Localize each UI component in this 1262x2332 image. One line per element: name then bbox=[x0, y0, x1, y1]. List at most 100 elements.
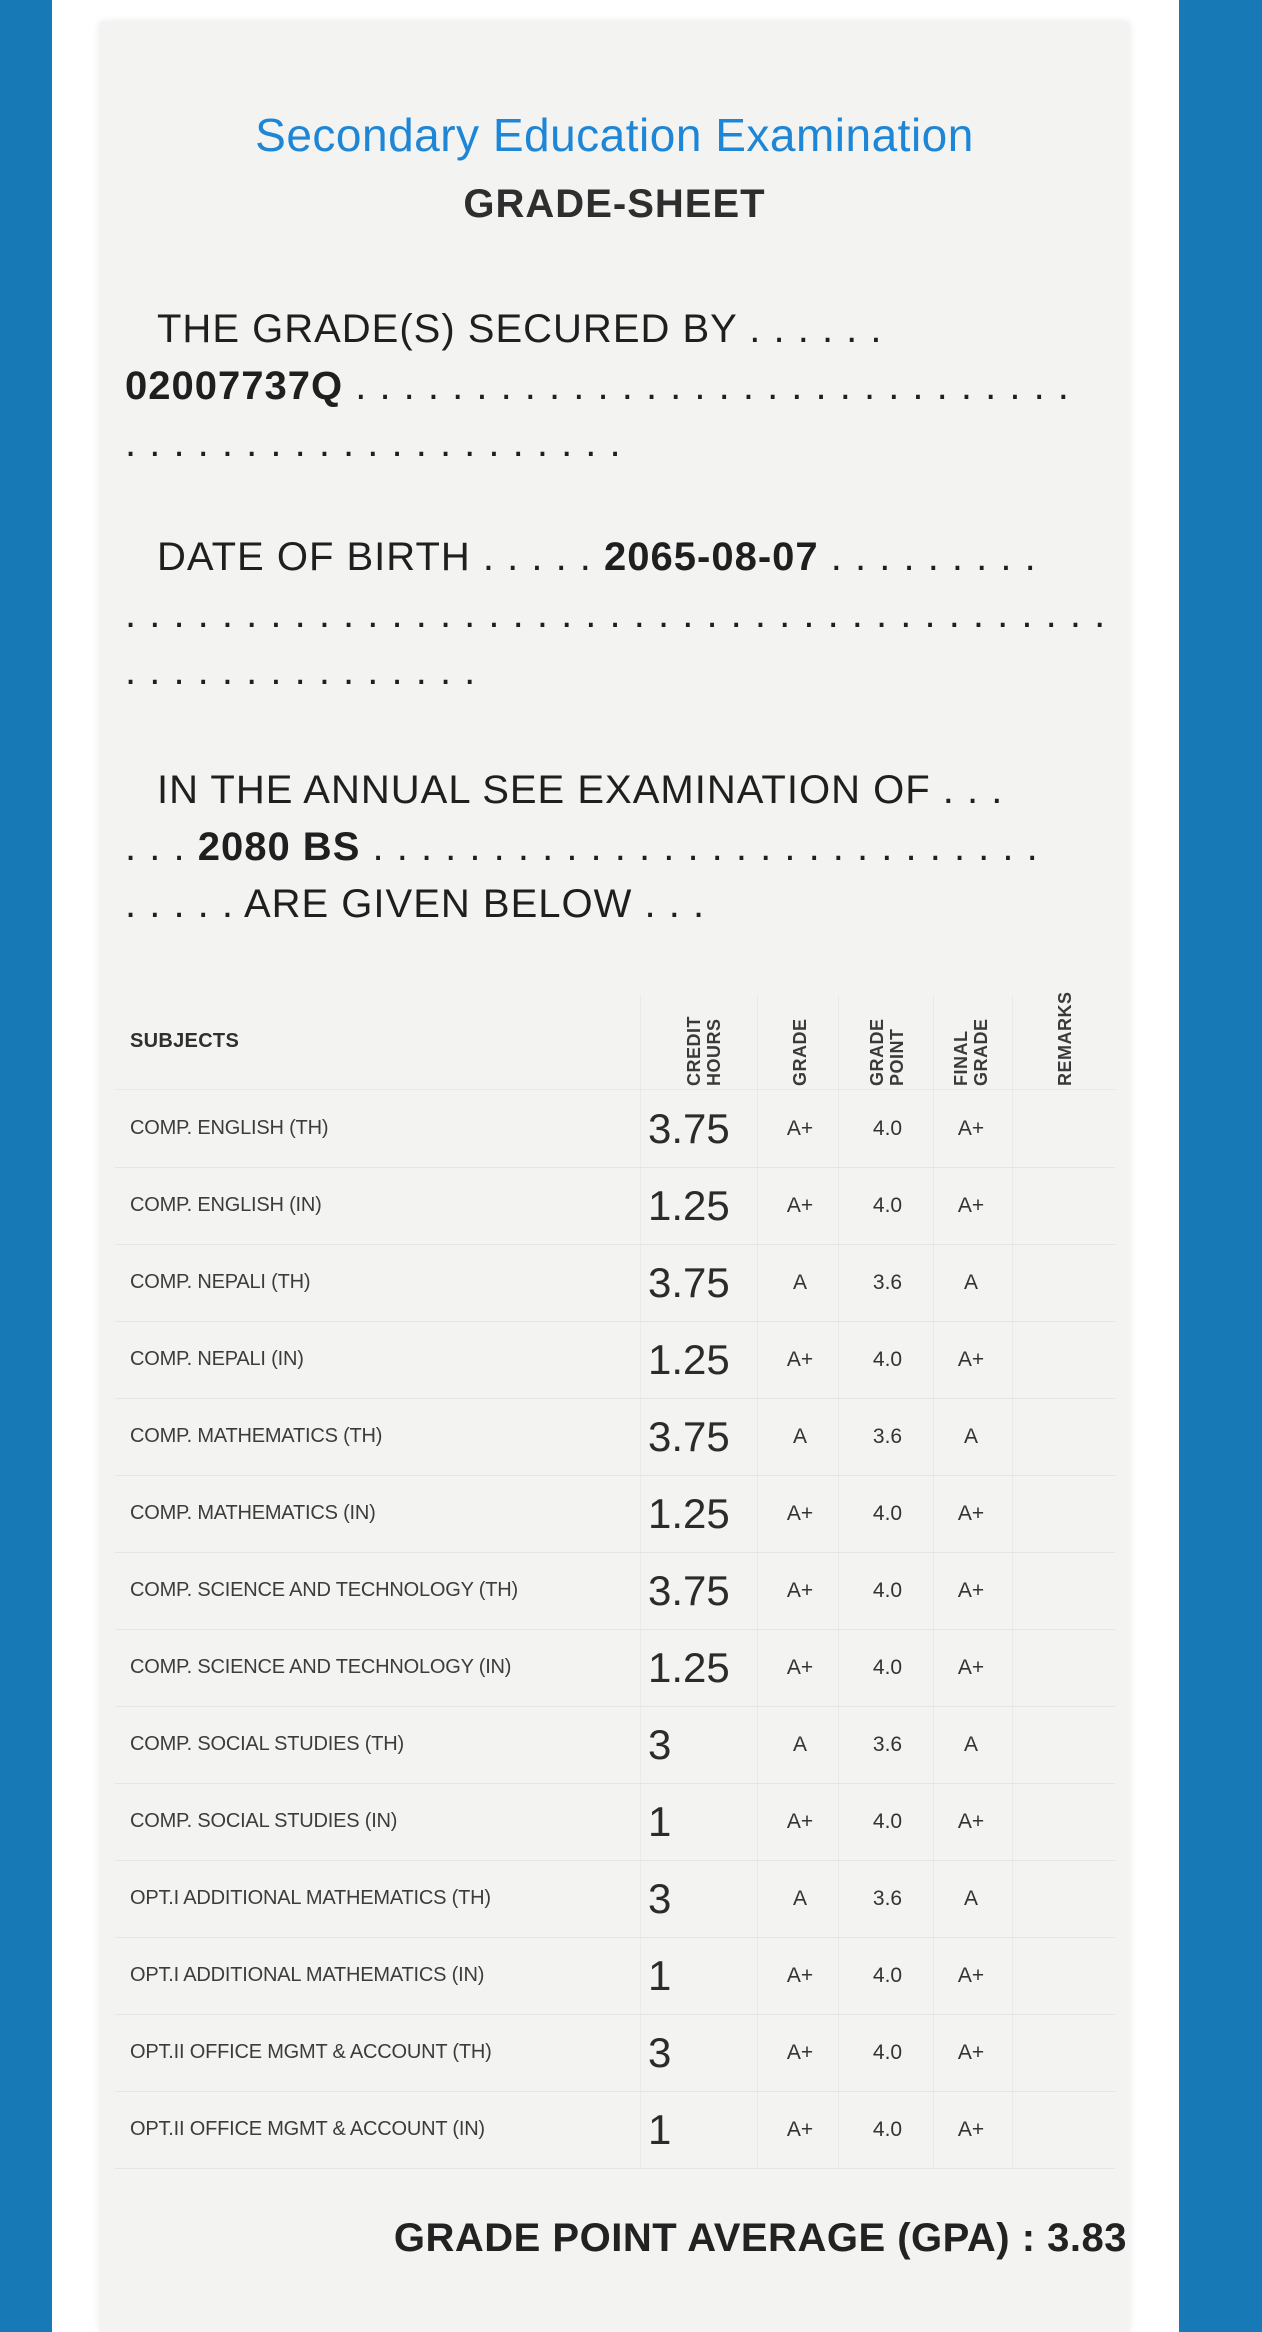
final-grade-cell: A+ bbox=[957, 1810, 985, 1833]
table-row: COMP. SCIENCE AND TECHNOLOGY (IN) 1.25 A… bbox=[115, 1629, 1115, 1707]
grade-point-cell: 4.0 bbox=[872, 1117, 903, 1140]
table-row: OPT.II OFFICE MGMT & ACCOUNT (IN) 1 A+ 4… bbox=[115, 2091, 1115, 2169]
gpa-summary: GRADE POINT AVERAGE (GPA) : 3.83 bbox=[393, 2216, 1127, 2260]
grade-cell: A+ bbox=[786, 2118, 814, 2141]
remarks-cell bbox=[1012, 1475, 1115, 1552]
final-grade-cell: A+ bbox=[957, 1194, 985, 1217]
remarks-cell bbox=[1012, 1167, 1115, 1244]
grade-point-cell: 4.0 bbox=[872, 2041, 903, 2064]
dotted-fill: . . . . . . bbox=[749, 307, 883, 351]
credit-hours-cell: 3 bbox=[648, 1721, 672, 1768]
grade-cell: A+ bbox=[786, 1117, 814, 1140]
given-below-text: ARE GIVEN BELOW bbox=[243, 882, 633, 926]
subject-cell: COMP. SCIENCE AND TECHNOLOGY (IN) bbox=[130, 1656, 512, 1678]
final-grade-cell: A bbox=[963, 1887, 978, 1910]
page-subtitle: GRADE-SHEET bbox=[463, 182, 766, 226]
remarks-cell bbox=[1012, 1783, 1115, 1860]
subject-cell: COMP. ENGLISH (TH) bbox=[130, 1117, 329, 1139]
final-grade-cell: A+ bbox=[957, 1348, 985, 1371]
remarks-cell bbox=[1012, 1398, 1115, 1475]
grade-point-cell: 4.0 bbox=[872, 1502, 903, 1525]
credit-hours-cell: 1 bbox=[648, 1952, 672, 1999]
final-grade-cell: A+ bbox=[957, 1579, 985, 1602]
credit-hours-cell: 1 bbox=[648, 2106, 672, 2153]
subject-cell: OPT.I ADDITIONAL MATHEMATICS (IN) bbox=[130, 1964, 485, 1986]
grade-cell: A+ bbox=[786, 1502, 814, 1525]
table-row: COMP. MATHEMATICS (IN) 1.25 A+ 4.0 A+ bbox=[115, 1475, 1115, 1553]
page-title: Secondary Education Examination bbox=[255, 109, 974, 161]
credit-hours-cell: 3.75 bbox=[648, 1259, 730, 1306]
final-grade-cell: A+ bbox=[957, 1964, 985, 1987]
grade-point-cell: 4.0 bbox=[872, 1964, 903, 1987]
table-row: COMP. MATHEMATICS (TH) 3.75 A 3.6 A bbox=[115, 1398, 1115, 1476]
table-header-divider bbox=[115, 1089, 1115, 1090]
remarks-cell bbox=[1012, 1244, 1115, 1321]
grade-point-cell: 3.6 bbox=[872, 1271, 903, 1294]
dotted-line: . . . . . . . . . . . . . . . bbox=[125, 647, 1115, 695]
grade-cell: A bbox=[792, 1271, 807, 1294]
dotted-fill: . . . . . bbox=[482, 535, 592, 579]
credit-hours-cell: 1.25 bbox=[648, 1182, 730, 1229]
subject-cell: OPT.I ADDITIONAL MATHEMATICS (TH) bbox=[130, 1887, 491, 1909]
final-grade-cell: A+ bbox=[957, 1117, 985, 1140]
dotted-line: . . . . . . . . . . . . . . . . . . . . … bbox=[125, 419, 1115, 467]
dotted-fill: . . . . . bbox=[125, 882, 235, 926]
table-row: COMP. NEPALI (TH) 3.75 A 3.6 A bbox=[115, 1244, 1115, 1322]
final-grade-cell: A bbox=[963, 1733, 978, 1756]
grade-point-cell: 3.6 bbox=[872, 1887, 903, 1910]
subject-cell: COMP. ENGLISH (IN) bbox=[130, 1194, 322, 1216]
date-of-birth-value: 2065-08-07 bbox=[604, 535, 819, 579]
grade-cell: A bbox=[792, 1733, 807, 1756]
left-blue-bar bbox=[0, 0, 52, 2332]
final-grade-cell: A+ bbox=[957, 2041, 985, 2064]
final-grade-cell: A+ bbox=[957, 1502, 985, 1525]
given-below-line: . . . . . ARE GIVEN BELOW . . . bbox=[125, 880, 1115, 928]
remarks-cell bbox=[1012, 1937, 1115, 2014]
credit-hours-cell: 1.25 bbox=[648, 1490, 730, 1537]
grade-cell: A bbox=[792, 1425, 807, 1448]
table-row: OPT.I ADDITIONAL MATHEMATICS (IN) 1 A+ 4… bbox=[115, 1937, 1115, 2015]
grade-point-cell: 4.0 bbox=[872, 1579, 903, 1602]
final-grade-cell: A bbox=[963, 1425, 978, 1448]
dotted-fill: . . . . . . . . . . . . . . . . . . . . … bbox=[372, 825, 1039, 869]
dotted-fill: . . . bbox=[644, 882, 706, 926]
column-header-grade: GRADE bbox=[790, 1018, 810, 1086]
column-header-remarks: REMARKS bbox=[1055, 991, 1075, 1086]
table-row: OPT.II OFFICE MGMT & ACCOUNT (TH) 3 A+ 4… bbox=[115, 2014, 1115, 2092]
table-row: COMP. SCIENCE AND TECHNOLOGY (TH) 3.75 A… bbox=[115, 1552, 1115, 1630]
credit-hours-cell: 3.75 bbox=[648, 1105, 730, 1152]
exam-year-value: 2080 BS bbox=[197, 825, 361, 869]
credit-hours-cell: 1 bbox=[648, 1798, 672, 1845]
secured-by-text: THE GRADE(S) SECURED BY bbox=[157, 307, 738, 351]
student-symbol-line: 02007737Q . . . . . . . . . . . . . . . … bbox=[125, 362, 1115, 410]
grade-cell: A+ bbox=[786, 2041, 814, 2064]
subject-cell: OPT.II OFFICE MGMT & ACCOUNT (TH) bbox=[130, 2041, 492, 2063]
grade-cell: A+ bbox=[786, 1810, 814, 1833]
dotted-fill: . . . bbox=[942, 768, 1004, 812]
dotted-fill: . . . . . . . . . . . . . . . . . . . . … bbox=[125, 592, 1115, 636]
grade-cell: A+ bbox=[786, 1964, 814, 1987]
subject-cell: COMP. MATHEMATICS (IN) bbox=[130, 1502, 376, 1524]
dotted-fill: . . . . . . . . . . . . . . . bbox=[125, 649, 477, 693]
remarks-cell bbox=[1012, 1860, 1115, 1937]
exam-line: IN THE ANNUAL SEE EXAMINATION OF . . . bbox=[157, 766, 1147, 814]
grade-point-cell: 3.6 bbox=[872, 1425, 903, 1448]
table-row: COMP. ENGLISH (IN) 1.25 A+ 4.0 A+ bbox=[115, 1167, 1115, 1245]
credit-hours-cell: 3.75 bbox=[648, 1413, 730, 1460]
table-row: COMP. ENGLISH (TH) 3.75 A+ 4.0 A+ bbox=[115, 1090, 1115, 1168]
subject-cell: COMP. NEPALI (IN) bbox=[130, 1348, 304, 1370]
final-grade-cell: A+ bbox=[957, 2118, 985, 2141]
grade-cell: A bbox=[792, 1887, 807, 1910]
exam-text: IN THE ANNUAL SEE EXAMINATION OF bbox=[157, 768, 931, 812]
table-row: COMP. NEPALI (IN) 1.25 A+ 4.0 A+ bbox=[115, 1321, 1115, 1399]
grade-point-cell: 4.0 bbox=[872, 1656, 903, 1679]
table-row: OPT.I ADDITIONAL MATHEMATICS (TH) 3 A 3.… bbox=[115, 1860, 1115, 1938]
subject-cell: COMP. SOCIAL STUDIES (IN) bbox=[130, 1810, 398, 1832]
remarks-cell bbox=[1012, 1090, 1115, 1167]
subject-cell: COMP. NEPALI (TH) bbox=[130, 1271, 311, 1293]
grade-point-cell: 4.0 bbox=[872, 1348, 903, 1371]
column-header-subjects: SUBJECTS bbox=[130, 1030, 240, 1052]
grade-point-cell: 4.0 bbox=[872, 2118, 903, 2141]
secured-by-line: THE GRADE(S) SECURED BY . . . . . . bbox=[157, 305, 1147, 353]
final-grade-cell: A+ bbox=[957, 1656, 985, 1679]
